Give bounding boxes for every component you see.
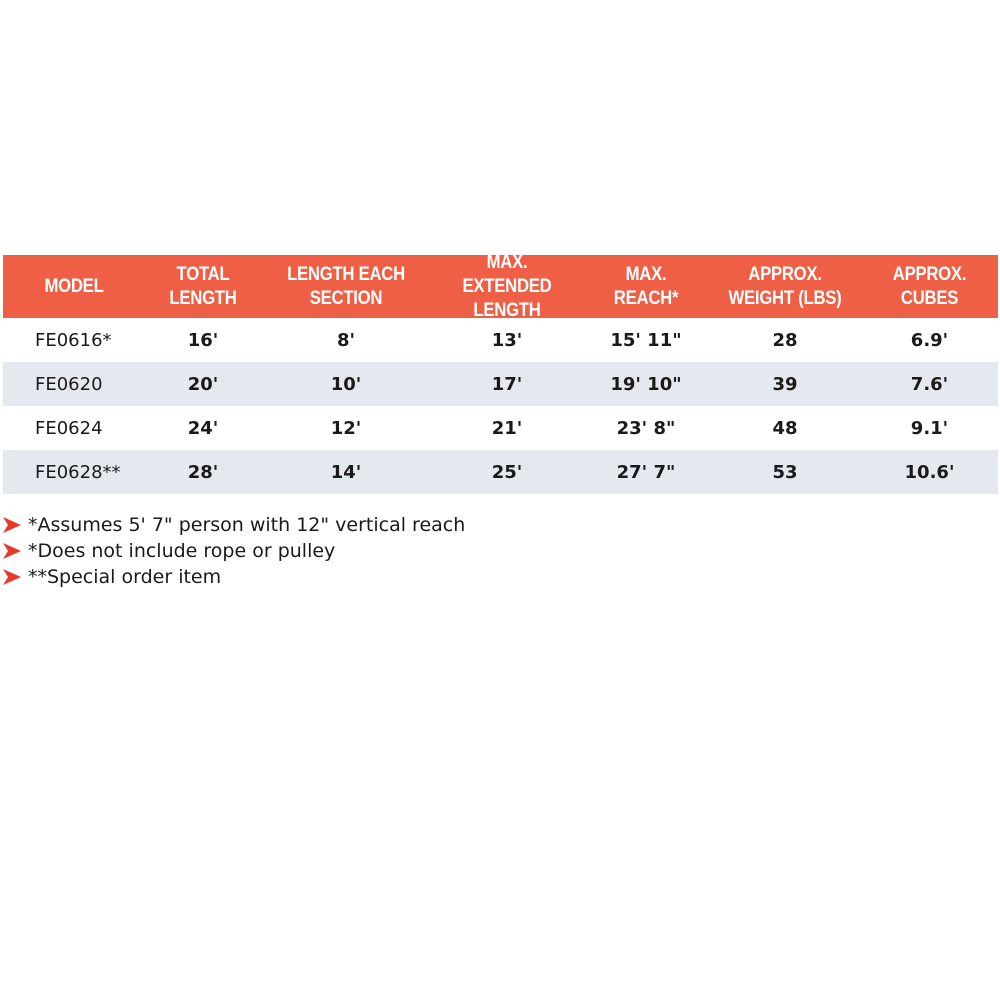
- footnote-text: **Special order item: [28, 566, 222, 588]
- table-row: FE0620 20' 10' 17' 19' 10" 39 7.6': [3, 362, 998, 406]
- arrow-right-icon: [3, 543, 21, 559]
- cell-max-extended-length: 25': [491, 461, 523, 483]
- cell-total-length: 20': [187, 373, 219, 395]
- cell-approx-weight: 39: [772, 373, 798, 395]
- header-max-extended-length: MAX. EXTENDED LENGTH: [462, 251, 552, 321]
- arrow-right-icon: [3, 569, 21, 585]
- cell-max-reach: 19' 10": [610, 373, 682, 395]
- cell-approx-weight: 28: [772, 329, 798, 351]
- spec-table: MODEL TOTAL LENGTH LENGTH EACH SECTION M…: [3, 251, 998, 494]
- cell-max-extended-length: 13': [491, 329, 523, 351]
- cell-approx-cubes: 7.6': [910, 373, 949, 395]
- cell-approx-cubes: 10.6': [904, 461, 955, 483]
- cell-max-reach: 27' 7": [616, 461, 676, 483]
- cell-total-length: 24': [187, 417, 219, 439]
- cell-total-length: 28': [187, 461, 219, 483]
- cell-length-each-section: 10': [330, 373, 362, 395]
- cell-approx-weight: 53: [772, 461, 798, 483]
- header-approx-cubes: APPROX. CUBES: [892, 263, 967, 309]
- table-header: MODEL TOTAL LENGTH LENGTH EACH SECTION M…: [3, 251, 998, 321]
- table-row: FE0628** 28' 14' 25' 27' 7" 53 10.6': [3, 450, 998, 494]
- header-total-length: TOTAL LENGTH: [169, 263, 237, 309]
- footnote: *Does not include rope or pulley: [3, 538, 465, 564]
- header-max-reach: MAX. REACH*: [613, 263, 679, 309]
- cell-length-each-section: 12': [330, 417, 362, 439]
- cell-max-extended-length: 21': [491, 417, 523, 439]
- arrow-right-icon: [3, 517, 21, 533]
- cell-model: FE0620: [35, 373, 103, 395]
- header-approx-weight: APPROX. WEIGHT (LBS): [728, 263, 842, 309]
- table-row: FE0624 24' 12' 21' 23' 8" 48 9.1': [3, 406, 998, 450]
- cell-model: FE0628**: [35, 461, 121, 483]
- header-model: MODEL: [44, 275, 104, 297]
- cell-approx-weight: 48: [772, 417, 798, 439]
- footnotes: *Assumes 5' 7" person with 12" vertical …: [3, 512, 465, 590]
- cell-model: FE0624: [35, 417, 103, 439]
- cell-length-each-section: 8': [336, 329, 356, 351]
- footnote: *Assumes 5' 7" person with 12" vertical …: [3, 512, 465, 538]
- footnote-text: *Assumes 5' 7" person with 12" vertical …: [28, 514, 466, 536]
- header-length-each-section: LENGTH EACH SECTION: [287, 263, 405, 309]
- cell-model: FE0616*: [35, 329, 112, 351]
- cell-approx-cubes: 9.1': [910, 417, 949, 439]
- footnote: **Special order item: [3, 564, 465, 590]
- cell-length-each-section: 14': [330, 461, 362, 483]
- cell-approx-cubes: 6.9': [910, 329, 949, 351]
- footnote-text: *Does not include rope or pulley: [28, 540, 336, 562]
- cell-max-extended-length: 17': [491, 373, 523, 395]
- table-row: FE0616* 16' 8' 13' 15' 11" 28 6.9': [3, 318, 998, 362]
- cell-max-reach: 15' 11": [610, 329, 682, 351]
- cell-max-reach: 23' 8": [616, 417, 676, 439]
- cell-total-length: 16': [187, 329, 219, 351]
